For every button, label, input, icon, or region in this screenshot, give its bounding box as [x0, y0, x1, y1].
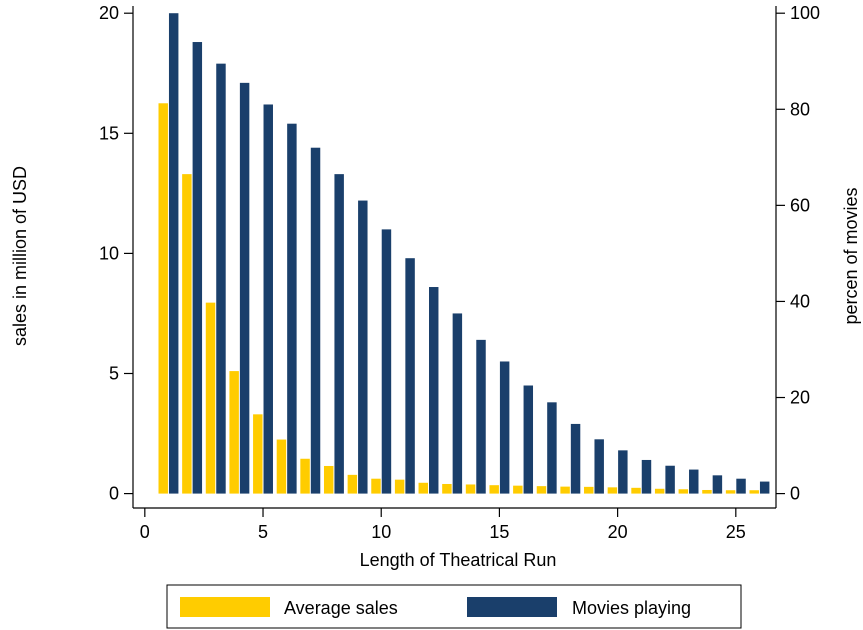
x-tick-label-20: 20 — [608, 522, 628, 542]
legend-swatch-movies-playing — [467, 597, 557, 617]
bar-average-sales-23 — [678, 489, 689, 494]
bar-average-sales-7 — [300, 458, 310, 494]
bar-movies-playing-23 — [689, 469, 699, 494]
bar-average-sales-20 — [607, 487, 618, 494]
bar-average-sales-6 — [276, 439, 287, 494]
legend: Average sales Movies playing — [166, 584, 742, 629]
bar-movies-playing-14 — [476, 339, 486, 494]
bar-average-sales-12 — [418, 482, 428, 494]
bar-average-sales-10 — [371, 478, 381, 494]
bar-movies-playing-7 — [310, 147, 321, 494]
bar-movies-playing-3 — [216, 63, 226, 494]
bar-average-sales-24 — [702, 489, 712, 494]
bar-average-sales-22 — [654, 488, 665, 494]
bar-movies-playing-6 — [287, 123, 297, 494]
bar-average-sales-11 — [394, 479, 405, 494]
bar-average-sales-16 — [513, 485, 523, 494]
bar-movies-playing-10 — [381, 229, 392, 494]
ticks-layer: 0 5 10 15 20 25 0 5 10 15 20 0 20 40 60 80 100 — [99, 3, 820, 542]
bar-average-sales-1 — [158, 103, 168, 494]
bar-movies-playing-15 — [499, 361, 510, 494]
bar-movies-playing-24 — [712, 475, 723, 494]
bar-movies-playing-4 — [239, 82, 250, 494]
bar-movies-playing-5 — [263, 104, 273, 494]
bar-average-sales-13 — [442, 483, 452, 494]
bar-movies-playing-26 — [759, 481, 770, 494]
bar-movies-playing-13 — [452, 313, 463, 494]
bar-movies-playing-2 — [192, 42, 203, 494]
y-axis-title-right: percen of movies — [841, 187, 861, 324]
y-right-tick-label-60: 60 — [790, 195, 810, 215]
bar-movies-playing-12 — [429, 287, 439, 494]
bar-movies-playing-9 — [358, 200, 368, 494]
y-right-tick-label-20: 20 — [790, 388, 810, 408]
x-tick-label-10: 10 — [371, 522, 391, 542]
bar-movies-playing-25 — [736, 478, 746, 494]
y-right-tick-label-0: 0 — [790, 484, 800, 504]
x-axis-title: Length of Theatrical Run — [360, 550, 557, 570]
bar-movies-playing-22 — [665, 465, 675, 494]
legend-swatch-average-sales — [180, 597, 270, 617]
bar-average-sales-3 — [205, 302, 216, 494]
bar-movies-playing-11 — [405, 258, 415, 494]
bar-average-sales-14 — [465, 484, 476, 494]
legend-label-movies-playing: Movies playing — [572, 598, 691, 618]
y-axis-title-left: sales in million of USD — [10, 166, 30, 346]
y-left-tick-label-20: 20 — [99, 3, 119, 23]
bar-movies-playing-19 — [594, 439, 604, 494]
bar-movies-playing-8 — [334, 174, 344, 494]
bar-average-sales-21 — [631, 487, 641, 494]
bar-average-sales-5 — [253, 414, 263, 494]
bar-average-sales-25 — [725, 490, 736, 494]
bar-average-sales-9 — [347, 474, 358, 494]
y-left-tick-label-5: 5 — [109, 363, 119, 383]
x-tick-label-0: 0 — [140, 522, 150, 542]
bar-average-sales-15 — [489, 485, 499, 494]
legend-label-average-sales: Average sales — [284, 598, 398, 618]
bar-average-sales-2 — [182, 174, 192, 494]
x-tick-label-15: 15 — [489, 522, 509, 542]
bar-average-sales-18 — [560, 486, 570, 494]
y-right-tick-label-40: 40 — [790, 291, 810, 311]
bar-movies-playing-18 — [570, 423, 581, 494]
bar-movies-playing-1 — [168, 13, 179, 494]
bar-movies-playing-16 — [523, 385, 534, 494]
y-left-tick-label-0: 0 — [109, 484, 119, 504]
y-left-tick-label-10: 10 — [99, 243, 119, 263]
x-tick-label-5: 5 — [258, 522, 268, 542]
bar-movies-playing-17 — [547, 402, 557, 494]
bar-average-sales-26 — [749, 490, 759, 494]
axes-layer — [132, 6, 777, 509]
x-tick-label-25: 25 — [726, 522, 746, 542]
bar-average-sales-4 — [229, 371, 239, 494]
y-right-tick-label-100: 100 — [790, 3, 820, 23]
bar-movies-playing-21 — [641, 459, 652, 494]
bar-average-sales-19 — [584, 486, 594, 494]
y-left-tick-label-15: 15 — [99, 123, 119, 143]
bar-average-sales-8 — [323, 465, 334, 494]
bar-average-sales-17 — [536, 486, 547, 494]
bar-movies-playing-20 — [618, 450, 628, 494]
bars-layer — [158, 13, 770, 494]
y-right-tick-label-80: 80 — [790, 99, 810, 119]
